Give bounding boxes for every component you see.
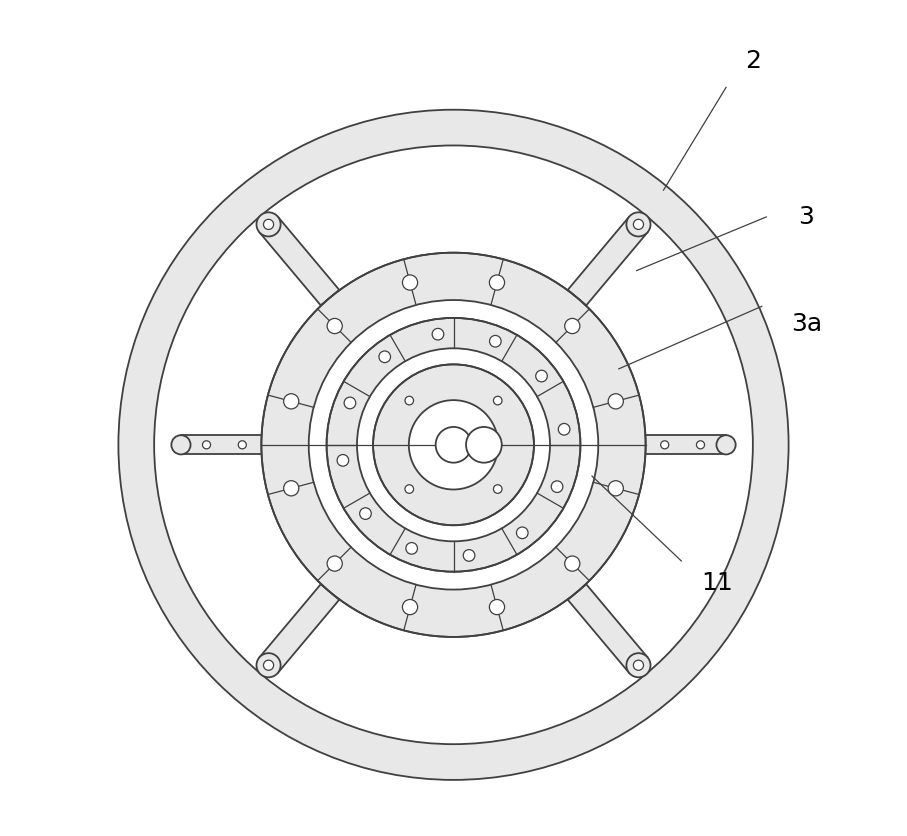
Circle shape <box>627 212 650 237</box>
Circle shape <box>344 397 356 409</box>
Circle shape <box>432 329 444 340</box>
Circle shape <box>405 485 414 493</box>
Circle shape <box>308 300 599 589</box>
Circle shape <box>565 319 580 334</box>
Circle shape <box>373 364 534 525</box>
Circle shape <box>257 212 280 237</box>
Circle shape <box>405 543 417 554</box>
Circle shape <box>493 396 502 405</box>
Polygon shape <box>568 217 648 305</box>
Circle shape <box>627 653 650 677</box>
Polygon shape <box>568 584 648 673</box>
Circle shape <box>551 481 563 492</box>
Circle shape <box>327 319 342 334</box>
Circle shape <box>263 219 274 229</box>
Polygon shape <box>181 436 308 455</box>
Circle shape <box>622 441 630 449</box>
Circle shape <box>660 441 668 449</box>
Circle shape <box>717 436 736 455</box>
Circle shape <box>327 318 580 572</box>
Circle shape <box>202 441 210 449</box>
Polygon shape <box>599 436 726 455</box>
Circle shape <box>493 485 502 493</box>
Circle shape <box>405 396 414 405</box>
Circle shape <box>261 252 646 637</box>
Circle shape <box>337 455 348 466</box>
Circle shape <box>284 481 298 496</box>
Circle shape <box>119 110 788 780</box>
Circle shape <box>171 436 190 455</box>
Text: 11: 11 <box>701 571 733 595</box>
Circle shape <box>463 549 475 561</box>
Circle shape <box>357 349 550 542</box>
Circle shape <box>435 427 472 462</box>
Text: 3: 3 <box>798 205 814 229</box>
Circle shape <box>609 481 623 496</box>
Circle shape <box>609 394 623 409</box>
Circle shape <box>360 507 371 519</box>
Circle shape <box>559 424 570 435</box>
Polygon shape <box>259 217 339 305</box>
Circle shape <box>633 660 644 670</box>
Circle shape <box>257 653 280 677</box>
Circle shape <box>154 145 753 744</box>
Circle shape <box>490 275 504 290</box>
Circle shape <box>409 400 498 490</box>
Circle shape <box>263 660 274 670</box>
Circle shape <box>565 556 580 571</box>
Circle shape <box>466 427 502 462</box>
Circle shape <box>490 335 502 347</box>
Circle shape <box>490 599 504 614</box>
Circle shape <box>516 527 528 538</box>
Circle shape <box>536 370 547 382</box>
Circle shape <box>239 441 247 449</box>
Circle shape <box>697 441 705 449</box>
Circle shape <box>403 599 417 614</box>
Circle shape <box>327 556 342 571</box>
Circle shape <box>403 275 417 290</box>
Circle shape <box>633 219 644 229</box>
Text: 2: 2 <box>745 48 761 73</box>
Circle shape <box>277 441 285 449</box>
Text: 3a: 3a <box>791 312 822 336</box>
Polygon shape <box>259 584 339 673</box>
Circle shape <box>379 351 391 363</box>
Circle shape <box>284 394 298 409</box>
